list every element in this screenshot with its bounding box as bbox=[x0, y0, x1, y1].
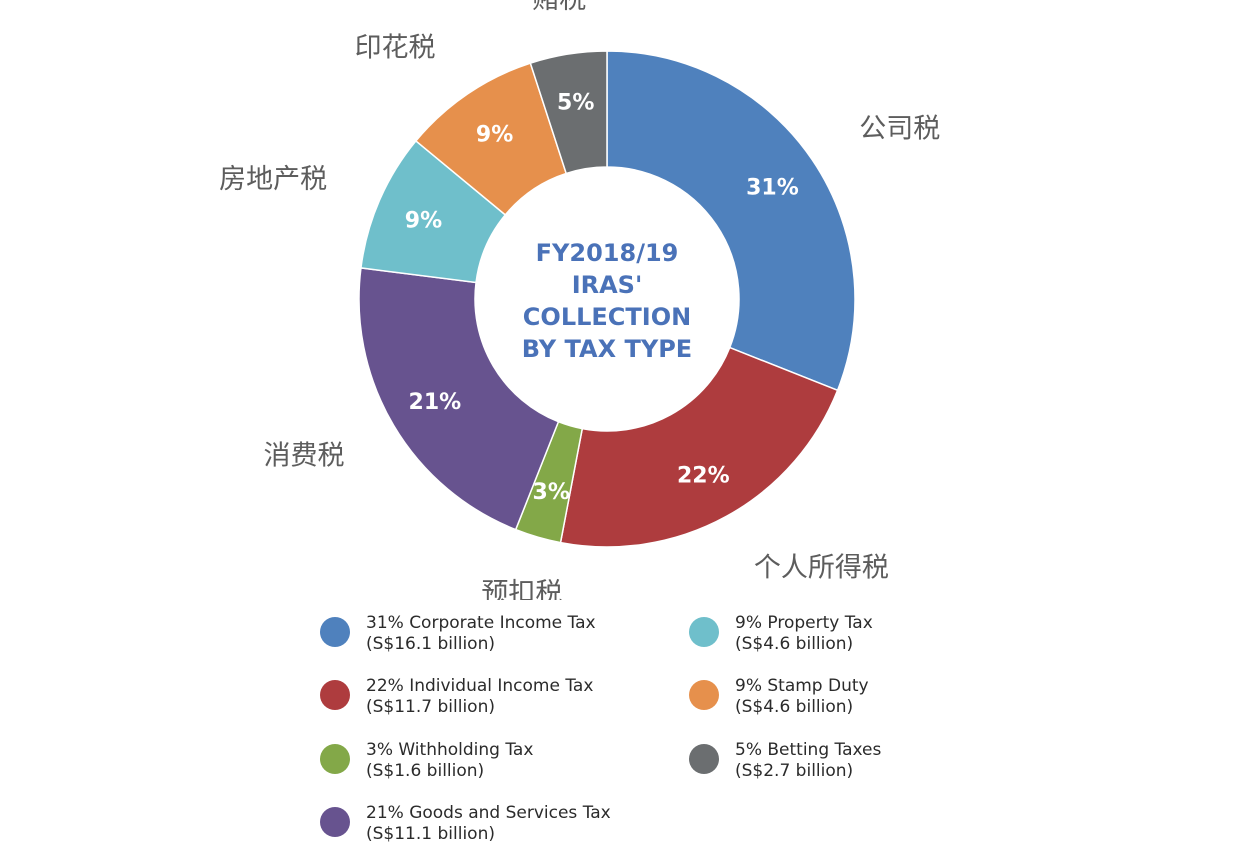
legend-item-stamp: 9% Stamp Duty (S$4.6 billion) bbox=[689, 676, 869, 718]
chinese-label-gst: 消费税 bbox=[263, 440, 344, 471]
legend-text-corporate: 31% Corporate Income Tax (S$16.1 billion) bbox=[366, 613, 596, 655]
center-title-line-3: COLLECTION bbox=[523, 303, 691, 331]
legend-swatch-betting bbox=[689, 744, 719, 774]
center-title-line-1: FY2018/19 bbox=[536, 239, 679, 267]
legend-amount-individual: (S$11.7 billion) bbox=[366, 697, 495, 717]
legend-swatch-property bbox=[689, 617, 719, 647]
percent-label-property: 9% bbox=[405, 209, 442, 234]
legend-item-corporate: 31% Corporate Income Tax (S$16.1 billion) bbox=[320, 613, 596, 655]
percent-label-withholding: 3% bbox=[533, 480, 570, 505]
legend-label-corporate: 31% Corporate Income Tax bbox=[366, 613, 596, 633]
chinese-label-individual: 个人所得税 bbox=[754, 552, 889, 583]
legend-swatch-gst bbox=[320, 807, 350, 837]
legend-amount-corporate: (S$16.1 billion) bbox=[366, 634, 495, 654]
percent-label-betting: 5% bbox=[557, 90, 594, 115]
legend-label-stamp: 9% Stamp Duty bbox=[735, 676, 869, 696]
legend-text-betting: 5% Betting Taxes (S$2.7 billion) bbox=[735, 740, 881, 782]
legend-text-stamp: 9% Stamp Duty (S$4.6 billion) bbox=[735, 676, 869, 718]
legend-amount-gst: (S$11.1 billion) bbox=[366, 824, 495, 844]
percent-label-stamp: 9% bbox=[476, 123, 513, 148]
legend-item-betting: 5% Betting Taxes (S$2.7 billion) bbox=[689, 740, 881, 782]
donut-hole bbox=[475, 167, 739, 431]
legend-amount-withholding: (S$1.6 billion) bbox=[366, 761, 485, 781]
legend-item-withholding: 3% Withholding Tax (S$1.6 billion) bbox=[320, 740, 533, 782]
percent-label-individual: 22% bbox=[677, 463, 730, 488]
percent-labels: 31% 22% 3% 21% 9% 9% 5% bbox=[405, 90, 799, 505]
legend-swatch-corporate bbox=[320, 617, 350, 647]
legend-item-individual: 22% Individual Income Tax (S$11.7 billion… bbox=[320, 676, 593, 718]
center-title-line-4: BY TAX TYPE bbox=[522, 335, 692, 363]
legend-label-withholding: 3% Withholding Tax bbox=[366, 740, 534, 760]
legend-amount-property: (S$4.6 billion) bbox=[735, 634, 854, 654]
legend-text-gst: 21% Goods and Services Tax (S$11.1 billio… bbox=[366, 803, 611, 845]
legend-swatch-individual bbox=[320, 680, 350, 710]
chinese-label-withholding: 预扣税 bbox=[481, 578, 562, 600]
chinese-label-property: 房地产税 bbox=[219, 164, 327, 195]
legend-label-betting: 5% Betting Taxes bbox=[735, 740, 882, 760]
legend-label-gst: 21% Goods and Services Tax bbox=[366, 803, 611, 823]
percent-label-corporate: 31% bbox=[746, 176, 799, 201]
legend-amount-betting: (S$2.7 billion) bbox=[735, 761, 854, 781]
center-title: FY2018/19 IRAS' COLLECTION BY TAX TYPE bbox=[522, 239, 692, 363]
center-title-line-2: IRAS' bbox=[572, 271, 643, 299]
legend-amount-stamp: (S$4.6 billion) bbox=[735, 697, 854, 717]
chinese-label-betting: 赌税 bbox=[532, 0, 586, 15]
chinese-label-stamp: 印花税 bbox=[355, 33, 436, 64]
legend-label-property: 9% Property Tax bbox=[735, 613, 873, 633]
legend-item-gst: 21% Goods and Services Tax (S$11.1 billio… bbox=[320, 803, 611, 845]
legend-swatch-withholding bbox=[320, 744, 350, 774]
legend-item-property: 9% Property Tax (S$4.6 billion) bbox=[689, 613, 873, 655]
legend-text-property: 9% Property Tax (S$4.6 billion) bbox=[735, 613, 873, 655]
legend-text-withholding: 3% Withholding Tax (S$1.6 billion) bbox=[366, 740, 533, 782]
percent-label-gst: 21% bbox=[409, 390, 462, 415]
legend-text-individual: 22% Individual Income Tax (S$11.7 billion… bbox=[366, 676, 593, 718]
legend-label-individual: 22% Individual Income Tax bbox=[366, 676, 594, 696]
chinese-label-corporate: 公司税 bbox=[859, 114, 940, 145]
donut-slices bbox=[358, 50, 856, 548]
legend-swatch-stamp bbox=[689, 680, 719, 710]
